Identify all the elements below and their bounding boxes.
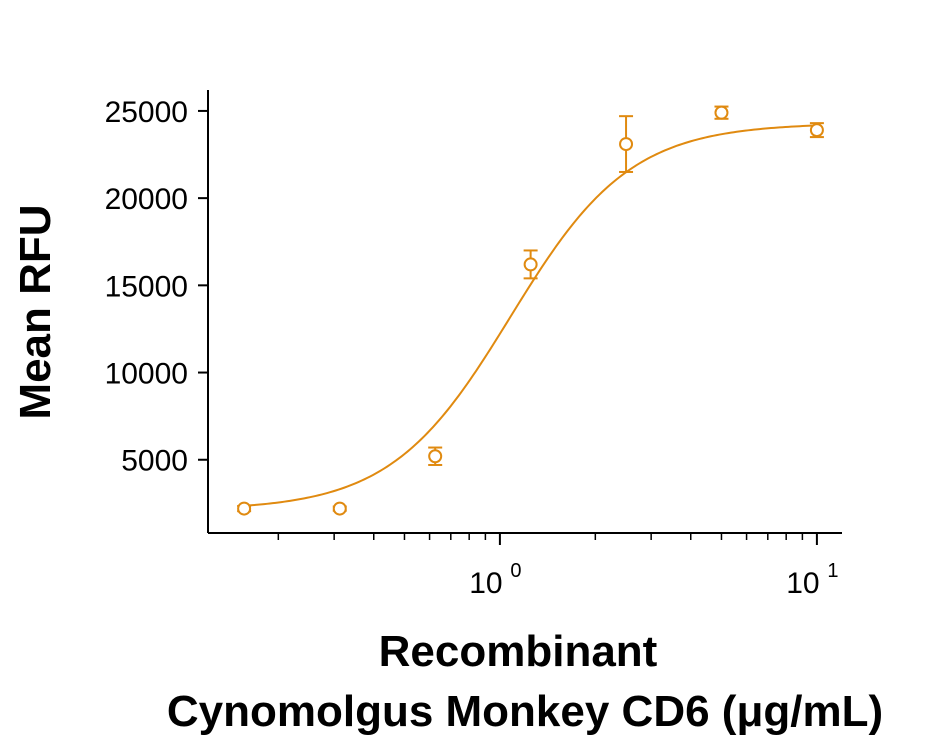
x-axis-title-line-2: Cynomolgus Monkey CD6 (μg/mL) xyxy=(167,687,883,736)
y-tick-label-5000: 5000 xyxy=(121,445,188,478)
data-point-group-1 xyxy=(237,501,252,516)
data-point xyxy=(428,449,443,464)
data-point-group-4 xyxy=(523,249,538,280)
data-point xyxy=(332,501,347,516)
fit-curve xyxy=(244,124,817,507)
axes xyxy=(207,90,842,534)
y-tick-label-10000: 10000 xyxy=(105,358,188,391)
x-axis-title-line-1: Recombinant xyxy=(379,627,658,676)
data-point-group-5 xyxy=(619,115,634,173)
plot-area xyxy=(237,105,824,516)
data-point xyxy=(714,105,729,120)
y-tick-label-20000: 20000 xyxy=(105,183,188,216)
data-point-group-2 xyxy=(332,501,347,516)
data-point-group-7 xyxy=(809,122,824,139)
x-tick-label-exponent-1: 0 xyxy=(510,560,521,582)
x-tick-label-1: 10 xyxy=(469,567,502,600)
x-tick-label-exponent-10: 1 xyxy=(827,560,838,582)
data-point xyxy=(619,137,634,152)
data-point xyxy=(237,501,252,516)
x-tick-label-10: 10 xyxy=(786,567,819,600)
data-point-group-6 xyxy=(714,105,729,120)
data-point xyxy=(809,123,824,138)
y-tick-label-25000: 25000 xyxy=(105,96,188,129)
ticks: 5000 10000 15000 20000 25000 10 0 10 1 xyxy=(105,96,839,600)
data-point-group-3 xyxy=(428,446,443,466)
y-tick-label-15000: 15000 xyxy=(105,270,188,303)
y-axis-title: Mean RFU xyxy=(11,204,60,419)
data-point xyxy=(523,257,538,272)
